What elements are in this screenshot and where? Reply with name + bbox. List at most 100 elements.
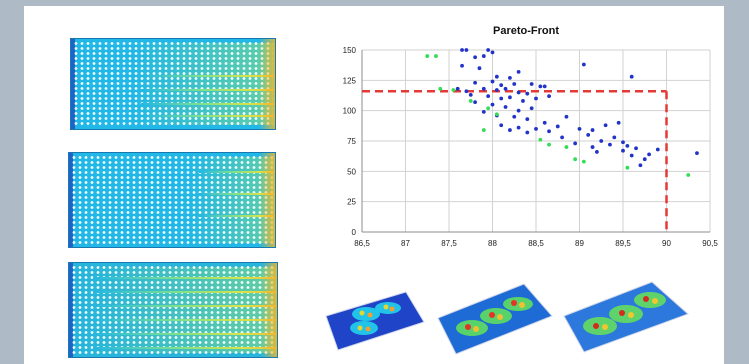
data-point [538, 84, 543, 89]
data-point [564, 114, 569, 119]
data-point [508, 128, 512, 132]
data-point [547, 94, 551, 99]
data-point [477, 66, 482, 71]
data-point [473, 55, 477, 60]
data-point [464, 48, 469, 52]
render-3d-2 [437, 283, 553, 355]
data-point [542, 120, 547, 125]
slide-panel: Pareto-Front 86,5 87 87,5 88 88,5 89 89,5 90 90,… [24, 6, 724, 364]
data-point [460, 63, 464, 68]
data-point [481, 109, 486, 114]
pareto-chart: Pareto-Front 86,5 87 87,5 88 88,5 89 89,5 90 90,… [306, 18, 726, 248]
data-point [516, 69, 521, 74]
x-tick-label: 87 [401, 239, 410, 248]
data-point [486, 106, 491, 111]
data-point [516, 125, 521, 130]
data-point [438, 86, 443, 91]
data-point [581, 159, 586, 164]
data-point [564, 145, 569, 149]
data-point [547, 129, 551, 134]
y-tick-label: 25 [347, 198, 356, 207]
data-point [581, 62, 586, 67]
data-point [516, 108, 521, 113]
data-point [508, 95, 512, 100]
data-point [494, 74, 499, 79]
data-point [508, 76, 512, 80]
data-point [486, 48, 491, 52]
data-point [621, 140, 625, 145]
y-tick-label: 50 [347, 167, 356, 176]
pareto-chart-svg: Pareto-Front 86,5 87 87,5 88 88,5 89 89,5 90 90,… [343, 25, 719, 248]
data-point [490, 50, 495, 55]
data-point [499, 83, 504, 88]
data-point [573, 157, 578, 162]
data-point [460, 48, 464, 52]
render-3d-1 [325, 291, 425, 351]
data-point [481, 54, 486, 58]
data-point [464, 89, 469, 94]
x-tick-label: 87,5 [441, 239, 457, 248]
data-point [577, 126, 582, 131]
data-point [529, 106, 534, 111]
data-point [634, 146, 638, 151]
data-point [490, 102, 495, 107]
x-tick-label: 89 [575, 239, 584, 248]
data-point [529, 82, 534, 86]
data-point [494, 112, 499, 117]
data-point [599, 139, 604, 143]
data-point [603, 123, 608, 128]
data-point [512, 114, 517, 119]
data-point [642, 157, 647, 162]
data-point [586, 133, 591, 137]
data-point [499, 96, 504, 101]
data-point [621, 148, 625, 153]
plate-result-1 [70, 38, 276, 130]
data-point [573, 141, 578, 146]
threshold-lines [362, 90, 668, 232]
data-point [494, 88, 499, 92]
x-tick-label: 89,5 [615, 239, 631, 248]
data-point [538, 137, 543, 142]
plate-result-3 [68, 262, 278, 358]
plate-result-2 [68, 152, 276, 248]
data-point [625, 165, 630, 170]
data-point [503, 86, 508, 91]
data-point [481, 128, 486, 132]
data-point [655, 147, 660, 152]
data-point [499, 123, 504, 128]
data-point [525, 117, 530, 122]
data-point [468, 92, 473, 97]
data-point [647, 152, 651, 157]
data-point [555, 124, 560, 129]
data-point [590, 145, 595, 149]
data-point [625, 143, 630, 148]
data-point [434, 54, 438, 58]
data-point [608, 142, 612, 147]
data-point [516, 90, 521, 95]
data-point [503, 105, 508, 109]
data-point [451, 88, 456, 92]
data-point [486, 94, 491, 99]
y-tick-label: 75 [347, 137, 356, 146]
y-tick-label: 125 [343, 76, 357, 85]
data-point [595, 150, 599, 154]
data-point [468, 99, 473, 103]
data-point [490, 79, 495, 84]
data-point [425, 54, 430, 58]
data-point [512, 82, 517, 86]
x-tick-label: 86,5 [354, 239, 370, 248]
data-point [695, 151, 699, 156]
chart-axes: 86,5 87 87,5 88 88,5 89 89,5 90 90,5 0 25 50 75 100 12… [343, 46, 719, 248]
data-point [616, 120, 621, 125]
x-tick-label: 88 [488, 239, 497, 248]
data-points [425, 48, 699, 177]
data-point [612, 135, 617, 140]
data-point [473, 80, 477, 85]
data-point [638, 163, 643, 168]
data-point [686, 173, 691, 177]
x-tick-label: 90 [662, 239, 671, 248]
data-point [525, 130, 530, 135]
render-3d-3 [563, 281, 689, 353]
data-point [629, 153, 634, 158]
